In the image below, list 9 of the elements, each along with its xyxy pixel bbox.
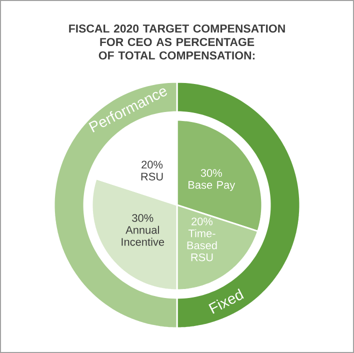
data-label: 20% [192, 218, 213, 226]
slice-label: Time-Based RSU [187, 229, 217, 262]
chart-title: FISCAL 2020 TARGET COMPENSATION FOR CEO AS PERCENTAGE OF TOTAL COMPENSATION: [69, 24, 285, 60]
slice-label: Annual Incentive [122, 226, 164, 246]
data-label: 20% [142, 160, 163, 169]
slice-label: RSU [141, 172, 163, 180]
data-label: 30% [200, 169, 222, 177]
data-label: 30% [132, 214, 154, 222]
slice-label: Base Pay [188, 181, 236, 191]
